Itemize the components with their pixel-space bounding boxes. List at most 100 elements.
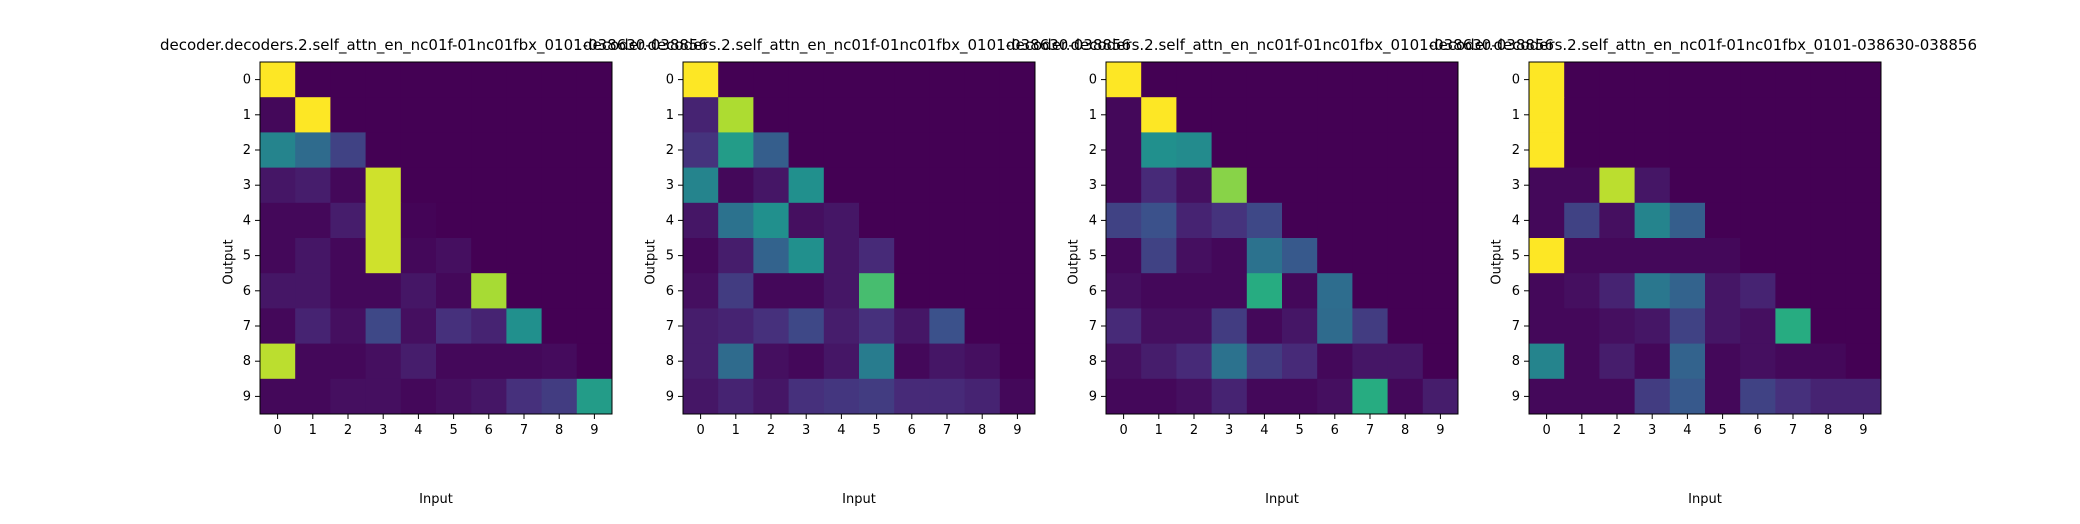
heatmap-cell	[788, 308, 825, 345]
heatmap-cell	[1317, 378, 1353, 415]
y-tick-label: 2	[666, 143, 674, 158]
heatmap-cell	[1176, 167, 1213, 204]
heatmap-cell	[1352, 202, 1389, 239]
plot-frame	[1105, 61, 1459, 415]
heatmap-cell	[1845, 378, 1882, 415]
heatmap-cell	[788, 378, 825, 415]
heatmap-cell	[436, 97, 472, 133]
heatmap-cell	[1529, 202, 1565, 239]
heatmap-cell	[788, 132, 825, 169]
x-tick-label: 7	[520, 423, 528, 438]
heatmap-cell	[1740, 167, 1776, 204]
heatmap-cell	[1141, 343, 1177, 380]
y-tick-label: 3	[1089, 178, 1097, 193]
y-tick-label: 7	[666, 319, 674, 334]
heatmap-cell	[541, 167, 578, 204]
panel-1-xlabel: Input	[419, 492, 453, 507]
heatmap-cell	[365, 378, 402, 415]
x-tick-label: 2	[767, 423, 775, 438]
heatmap-cell	[1141, 273, 1177, 309]
heatmap-cell	[576, 202, 613, 239]
heatmap-cell	[576, 273, 613, 309]
heatmap-cell	[1246, 97, 1283, 133]
heatmap-cell	[1317, 343, 1353, 380]
x-tick-label: 6	[485, 423, 493, 438]
heatmap-cell	[260, 132, 296, 169]
heatmap-cell	[1106, 273, 1142, 309]
heatmap-cell	[859, 167, 895, 204]
heatmap-cell	[1422, 202, 1459, 239]
heatmap-cell	[1422, 97, 1459, 133]
heatmap-cell	[541, 202, 578, 239]
heatmap-cell	[295, 97, 331, 133]
x-tick-label: 6	[1754, 423, 1762, 438]
heatmap-cell	[1529, 343, 1565, 380]
heatmap-cell	[1599, 167, 1636, 204]
heatmap-cell	[1845, 238, 1882, 274]
heatmap-cell	[1705, 238, 1741, 274]
y-tick-label: 0	[243, 73, 251, 88]
x-tick-label: 5	[872, 423, 880, 438]
y-tick-label: 4	[1512, 213, 1520, 228]
heatmap-cell	[400, 308, 437, 345]
heatmap-cell	[1669, 202, 1706, 239]
heatmap-cell	[1705, 343, 1741, 380]
heatmap-cell	[1246, 132, 1283, 169]
y-tick-label: 8	[1089, 354, 1097, 369]
heatmap-cell	[295, 378, 331, 415]
heatmap-cell	[859, 132, 895, 169]
heatmap-cell	[1740, 273, 1776, 309]
heatmap-cell	[260, 273, 296, 309]
heatmap-cell	[823, 238, 860, 274]
heatmap-cell	[1564, 378, 1600, 415]
heatmap-cell	[1211, 167, 1248, 204]
heatmap-cell	[753, 62, 790, 98]
x-tick-label: 2	[1613, 423, 1621, 438]
heatmap-cell	[436, 273, 472, 309]
heatmap-cell	[576, 97, 613, 133]
heatmap-cell	[1529, 378, 1565, 415]
panel-1-title: decoder.decoders.2.self_attn_en_nc01f-01…	[160, 36, 708, 54]
heatmap-cell	[964, 238, 1001, 274]
plot-frame	[259, 61, 613, 415]
x-tick-label: 1	[1155, 423, 1163, 438]
heatmap-cell	[1282, 202, 1318, 239]
heatmap-cell	[1317, 202, 1353, 239]
heatmap-cell	[1775, 167, 1812, 204]
heatmap-cell	[471, 62, 507, 98]
heatmap-cell	[1352, 308, 1389, 345]
heatmap-cell	[1422, 273, 1459, 309]
heatmap-cell	[894, 378, 930, 415]
y-tick-label: 2	[1089, 143, 1097, 158]
heatmap-cell	[330, 167, 367, 204]
heatmap-cell	[1106, 132, 1142, 169]
x-tick-label: 9	[1859, 423, 1867, 438]
heatmap-cell	[1810, 62, 1847, 98]
heatmap-cell	[1352, 343, 1389, 380]
heatmap-cell	[295, 238, 331, 274]
heatmap-cell	[859, 62, 895, 98]
heatmap-cell	[683, 97, 719, 133]
panel-3-xlabel: Input	[1265, 492, 1299, 507]
heatmap-cell	[541, 343, 578, 380]
heatmap-cell	[576, 343, 613, 380]
heatmap-cell	[1669, 308, 1706, 345]
heatmap-cell	[1282, 343, 1318, 380]
y-tick-label: 9	[1512, 389, 1520, 404]
heatmap-cell	[1422, 238, 1459, 274]
heatmap-cell	[894, 167, 930, 204]
y-tick-label: 7	[243, 319, 251, 334]
heatmap-cell	[436, 308, 472, 345]
heatmap-cell	[1387, 238, 1424, 274]
y-tick-label: 0	[1089, 73, 1097, 88]
y-tick-label: 4	[666, 213, 674, 228]
heatmap-cell	[718, 308, 754, 345]
heatmap-cell	[1317, 97, 1353, 133]
heatmap-cell	[1564, 97, 1600, 133]
heatmap-cell	[295, 132, 331, 169]
heatmap-cell	[1211, 62, 1248, 98]
heatmap-cell	[929, 273, 966, 309]
heatmap-cell	[400, 167, 437, 204]
y-tick-label: 1	[243, 108, 251, 123]
heatmap-cell	[859, 378, 895, 415]
